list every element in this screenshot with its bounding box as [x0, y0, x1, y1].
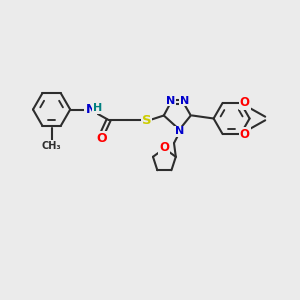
Text: N: N [166, 95, 175, 106]
Text: N: N [85, 103, 96, 116]
Text: O: O [240, 96, 250, 110]
Text: N: N [176, 126, 184, 136]
Text: S: S [142, 113, 151, 127]
Text: O: O [159, 141, 170, 154]
Text: CH₃: CH₃ [42, 141, 62, 151]
Text: O: O [96, 132, 107, 145]
Text: H: H [93, 103, 102, 113]
Text: O: O [240, 128, 250, 141]
Text: N: N [180, 95, 189, 106]
